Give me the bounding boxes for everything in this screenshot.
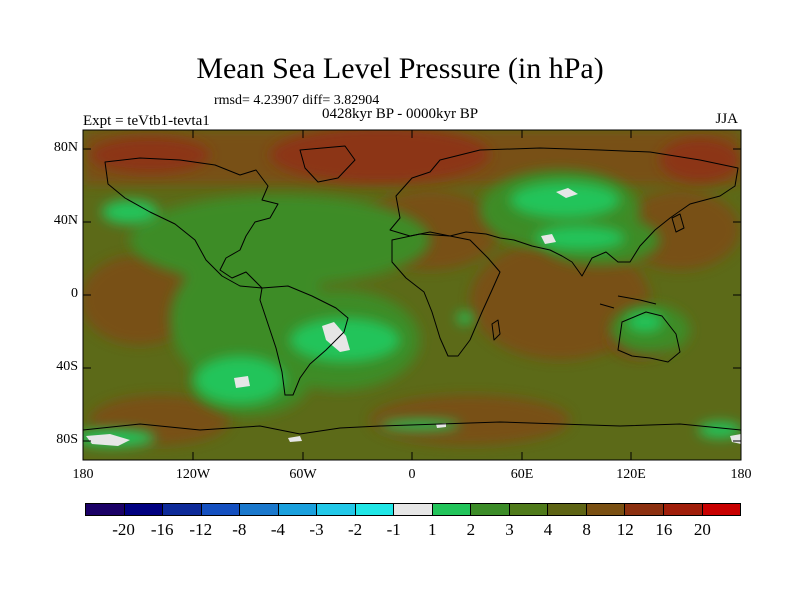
colorbar-swatch-1 xyxy=(124,504,164,515)
stats-text: rmsd= 4.23907 diff= 3.82904 xyxy=(214,93,380,108)
x-tick-180-east: 180 xyxy=(730,467,752,482)
colorbar-swatch-8 xyxy=(394,504,433,515)
colorbar-swatch-7 xyxy=(355,504,395,515)
x-tick-120e: 120E xyxy=(616,467,646,482)
y-tick-40s: 40S xyxy=(56,359,78,374)
x-tick-180-west: 180 xyxy=(72,467,94,482)
colorbar-label-0: -20 xyxy=(112,520,135,539)
x-tick-60w: 60W xyxy=(289,467,317,482)
colorbar-label-6: -2 xyxy=(348,520,363,539)
chart-title: Mean Sea Level Pressure (in hPa) xyxy=(196,52,604,85)
colorbar-swatch-9 xyxy=(432,504,472,515)
colorbar-label-7: -1 xyxy=(386,520,401,539)
period-label: 0428kyr BP - 0000kyr BP xyxy=(322,106,479,122)
y-tick-80n: 80N xyxy=(53,140,78,155)
colorbar xyxy=(85,503,741,516)
experiment-label: Expt = teVtb1-tevta1 xyxy=(83,113,210,129)
colorbar-swatch-14 xyxy=(625,504,664,515)
colorbar-swatch-12 xyxy=(548,504,587,515)
colorbar-swatch-15 xyxy=(663,504,703,515)
season-label: JJA xyxy=(715,111,738,127)
coast-north-america xyxy=(104,157,279,289)
dark-brown-regions xyxy=(90,130,740,358)
colorbar-label-10: 3 xyxy=(505,520,514,539)
colorbar-label-11: 4 xyxy=(543,520,553,539)
coast-africa xyxy=(391,233,501,357)
y-tick-80s: 80S xyxy=(56,432,78,447)
axis-ticks xyxy=(82,130,742,460)
colorbar-swatch-10 xyxy=(471,504,510,515)
colorbar-swatch-6 xyxy=(317,504,356,515)
colorbar-swatch-13 xyxy=(586,504,626,515)
white-regions xyxy=(86,188,741,446)
colorbar-label-8: 1 xyxy=(428,520,437,539)
coast-eurasia xyxy=(389,147,739,277)
colorbar-labels: -20 -16 -12 -8 -4 -3 -2 -1 1 2 3 4 8 12 16 20 xyxy=(85,520,741,540)
colorbar-label-5: -3 xyxy=(309,520,324,539)
colorbar-label-4: -4 xyxy=(270,520,286,539)
colorbar-label-14: 16 xyxy=(655,520,673,539)
colorbar-swatch-0 xyxy=(86,504,125,515)
colorbar-label-9: 2 xyxy=(466,520,476,539)
bright-green-regions xyxy=(83,182,741,447)
colorbar-swatch-11 xyxy=(509,504,549,515)
x-tick-0: 0 xyxy=(408,467,416,482)
colorbar-label-12: 8 xyxy=(582,520,591,539)
colorbar-swatch-16 xyxy=(702,504,741,515)
colorbar-swatch-2 xyxy=(163,504,202,515)
coast-antarctica xyxy=(83,421,741,435)
coast-japan xyxy=(671,213,685,233)
colorbar-swatch-3 xyxy=(201,504,241,515)
y-tick-0: 0 xyxy=(71,286,78,301)
coastlines xyxy=(83,145,741,435)
colorbar-label-3: -8 xyxy=(232,520,247,539)
colorbar-swatch-4 xyxy=(240,504,279,515)
map-field xyxy=(83,130,741,460)
coast-greenland xyxy=(299,145,356,183)
colorbar-label-15: 20 xyxy=(693,520,711,539)
y-tick-40n: 40N xyxy=(53,213,78,228)
coast-south-america xyxy=(259,285,349,396)
coast-madagascar xyxy=(491,319,501,341)
colorbar-swatch-5 xyxy=(278,504,318,515)
colorbar-label-2: -12 xyxy=(189,520,213,539)
colorbar-label-13: 12 xyxy=(616,520,634,539)
x-tick-60e: 60E xyxy=(510,467,534,482)
coast-indonesia xyxy=(599,295,657,309)
x-tick-120w: 120W xyxy=(175,467,211,482)
coast-australia xyxy=(617,311,681,363)
colorbar-label-1: -16 xyxy=(150,520,174,539)
